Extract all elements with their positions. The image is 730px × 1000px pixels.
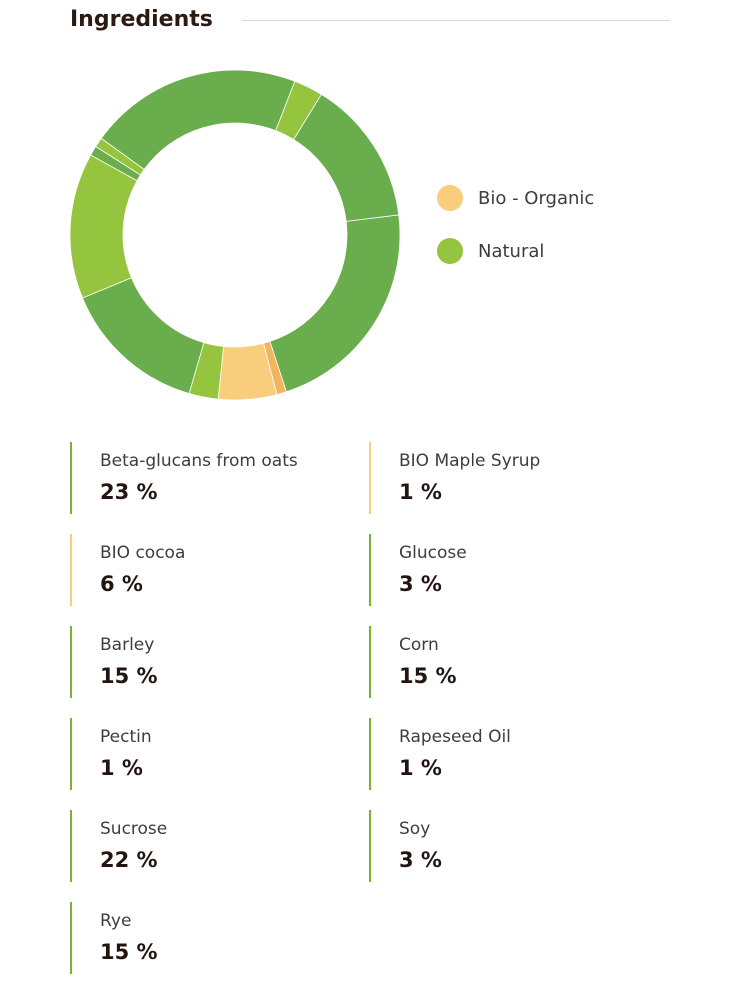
ingredient-name: Barley <box>100 635 155 655</box>
legend-swatch-natural <box>437 238 463 264</box>
ingredient-percent: 1 % <box>100 756 143 780</box>
donut-slice <box>293 93 400 222</box>
ingredient-percent: 3 % <box>399 572 442 596</box>
ingredient-item: BIO Maple Syrup 1 % <box>369 442 651 514</box>
legend-label-organic: Bio - Organic <box>478 188 595 209</box>
section-header: Ingredients <box>70 4 670 38</box>
ingredient-item: Rapeseed Oil 1 % <box>369 718 651 790</box>
ingredient-name: Corn <box>399 635 439 655</box>
ingredient-name: Sucrose <box>100 819 168 839</box>
ingredient-name: Beta-glucans from oats <box>100 451 298 471</box>
ingredient-name: Pectin <box>100 727 152 747</box>
section-title: Ingredients <box>70 7 213 32</box>
ingredient-item: BIO cocoa 6 % <box>70 534 352 606</box>
ingredient-item: Rye 15 % <box>70 902 352 974</box>
legend-label-natural: Natural <box>478 241 545 262</box>
ingredient-name: Rye <box>100 911 132 931</box>
ingredient-percent: 3 % <box>399 848 442 872</box>
ingredient-item: Sucrose 22 % <box>70 810 352 882</box>
ingredient-percent: 15 % <box>100 664 158 688</box>
legend-swatch-organic <box>437 185 463 211</box>
ingredient-name: Glucose <box>399 543 467 563</box>
donut-slice <box>81 277 205 394</box>
ingredient-name: BIO cocoa <box>100 543 186 563</box>
ingredient-name: Soy <box>399 819 431 839</box>
ingredient-item: Soy 3 % <box>369 810 651 882</box>
ingredient-percent: 1 % <box>399 756 442 780</box>
donut-slice <box>100 69 296 170</box>
ingredient-name: Rapeseed Oil <box>399 727 511 747</box>
ingredient-percent: 23 % <box>100 480 158 504</box>
title-divider <box>242 20 670 21</box>
ingredient-name: BIO Maple Syrup <box>399 451 541 471</box>
ingredient-percent: 6 % <box>100 572 143 596</box>
ingredients-donut-chart <box>69 69 401 401</box>
ingredient-item: Pectin 1 % <box>70 718 352 790</box>
ingredient-percent: 15 % <box>399 664 457 688</box>
donut-slice <box>269 214 401 393</box>
ingredient-percent: 22 % <box>100 848 158 872</box>
ingredient-item: Beta-glucans from oats 23 % <box>70 442 352 514</box>
ingredient-percent: 15 % <box>100 940 158 964</box>
ingredient-item: Corn 15 % <box>369 626 651 698</box>
ingredient-percent: 1 % <box>399 480 442 504</box>
ingredient-item: Glucose 3 % <box>369 534 651 606</box>
ingredient-item: Barley 15 % <box>70 626 352 698</box>
donut-slice <box>69 154 138 299</box>
